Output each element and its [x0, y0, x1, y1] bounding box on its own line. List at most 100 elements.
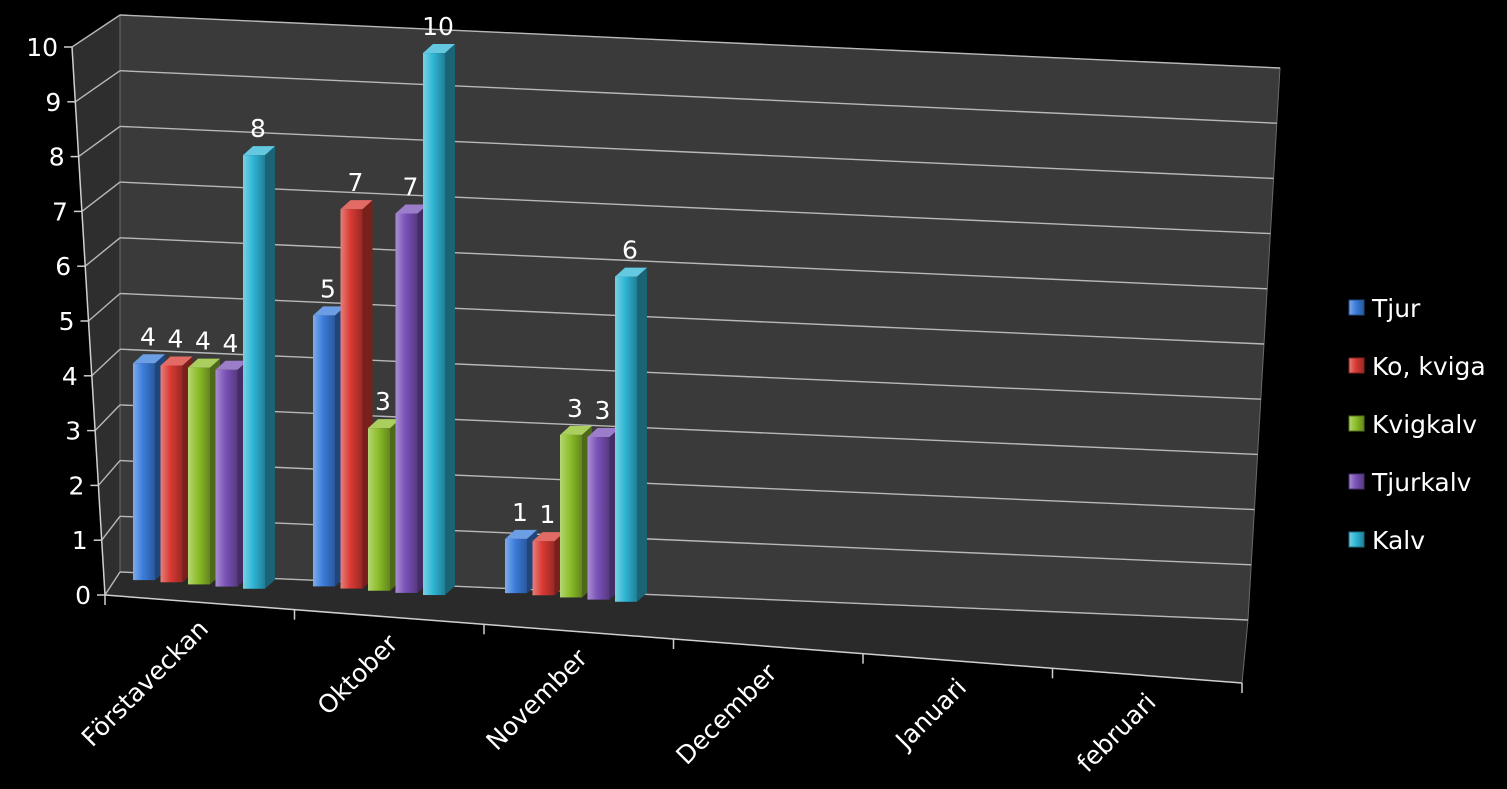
legend-label: Ko, kviga — [1372, 352, 1486, 381]
legend-item: Tjur — [1348, 294, 1421, 323]
y-tick-label: 3 — [65, 417, 81, 446]
x-category-label: November — [481, 643, 594, 756]
bar-top — [505, 529, 537, 539]
bar-top — [368, 419, 400, 429]
gridline-side — [104, 571, 121, 596]
data-label: 4 — [168, 324, 184, 353]
back-wall — [119, 14, 1281, 621]
x-category-label: Förstaveckan — [76, 614, 214, 752]
gridline — [119, 14, 1281, 69]
bar-top — [423, 44, 455, 54]
gridline — [119, 125, 1274, 180]
data-label: 7 — [348, 168, 364, 197]
bar — [423, 44, 455, 596]
legend-swatch — [1348, 415, 1365, 432]
x-category-label: Oktober — [312, 628, 404, 720]
bars — [133, 44, 647, 602]
bar — [560, 425, 592, 598]
bar-front — [160, 365, 183, 583]
bar — [160, 356, 193, 583]
legend-label: Kvigkalv — [1372, 410, 1477, 439]
bar-top — [587, 428, 620, 438]
gridline — [119, 571, 1249, 621]
bar-top — [243, 146, 275, 156]
gridline-side — [81, 181, 121, 212]
gridline — [119, 292, 1265, 345]
side-wall — [71, 14, 121, 597]
y-tick-label: 2 — [68, 471, 84, 500]
gridline-side — [78, 125, 121, 158]
legend-item: Kalv — [1348, 526, 1425, 555]
bar — [505, 529, 537, 594]
data-label: 3 — [375, 387, 391, 416]
gridline-side — [94, 404, 121, 432]
y-tick-label: 8 — [49, 143, 65, 172]
bar — [188, 358, 220, 585]
y-tick-label: 4 — [62, 362, 78, 391]
bar-front — [133, 363, 155, 581]
bar-top — [160, 356, 193, 366]
bar — [133, 354, 165, 581]
y-tick-label: 10 — [26, 33, 58, 62]
data-label: 3 — [595, 396, 611, 425]
legend-item: Ko, kviga — [1348, 352, 1486, 381]
bar-front — [395, 213, 418, 593]
gridline-side — [97, 460, 121, 486]
data-label: 8 — [250, 114, 266, 143]
legend-item: Kvigkalv — [1348, 410, 1477, 439]
gridline-side — [101, 515, 121, 541]
bar-front — [215, 369, 238, 587]
gridline-side — [88, 292, 121, 322]
bar-front — [532, 541, 555, 596]
bar-top — [532, 532, 565, 542]
bar-front — [505, 538, 527, 594]
bar-top — [133, 354, 165, 364]
bar-front — [587, 437, 610, 600]
gridline-side — [84, 237, 121, 267]
legend-label: Tjur — [1371, 294, 1421, 323]
gridline-side — [74, 70, 121, 103]
data-label: 1 — [512, 498, 528, 527]
bar-top — [395, 204, 428, 214]
y-tick-label: 1 — [72, 526, 88, 555]
bar-top — [340, 200, 373, 210]
bar-front — [313, 315, 335, 587]
gridline-side — [91, 348, 121, 377]
bar-front — [560, 434, 582, 598]
y-tick-label: 6 — [55, 252, 71, 281]
bar-front — [340, 209, 363, 589]
bar-front — [615, 276, 637, 602]
bar — [532, 532, 565, 596]
bar-front — [188, 367, 210, 585]
bar-top — [615, 267, 647, 277]
bar-side — [445, 44, 455, 596]
y-tick-label: 5 — [59, 307, 75, 336]
x-category-label: December — [670, 658, 783, 771]
data-label: 4 — [223, 329, 239, 358]
y-tick-label: 7 — [52, 197, 68, 226]
legend-label: Tjurkalv — [1371, 468, 1472, 497]
bar-top — [313, 306, 345, 316]
data-label: 4 — [140, 322, 156, 351]
bar — [215, 360, 248, 587]
data-label: 1 — [540, 500, 556, 529]
legend-swatch — [1348, 473, 1365, 490]
x-category-label: Januari — [889, 673, 972, 756]
bar — [395, 204, 428, 593]
gridline — [119, 181, 1271, 235]
bar — [340, 200, 373, 589]
gridline — [119, 459, 1255, 511]
data-label: 3 — [567, 394, 583, 423]
data-label: 7 — [403, 172, 419, 201]
legend-swatch — [1348, 531, 1365, 548]
bar-front — [243, 155, 265, 589]
y-tick-label: 0 — [75, 581, 91, 610]
y-tick-label: 9 — [45, 88, 61, 117]
bar-side — [637, 267, 647, 602]
gridline — [119, 70, 1277, 124]
legend-label: Kalv — [1372, 526, 1425, 555]
x-category-label: februari — [1071, 687, 1161, 777]
bar-top — [215, 360, 248, 370]
